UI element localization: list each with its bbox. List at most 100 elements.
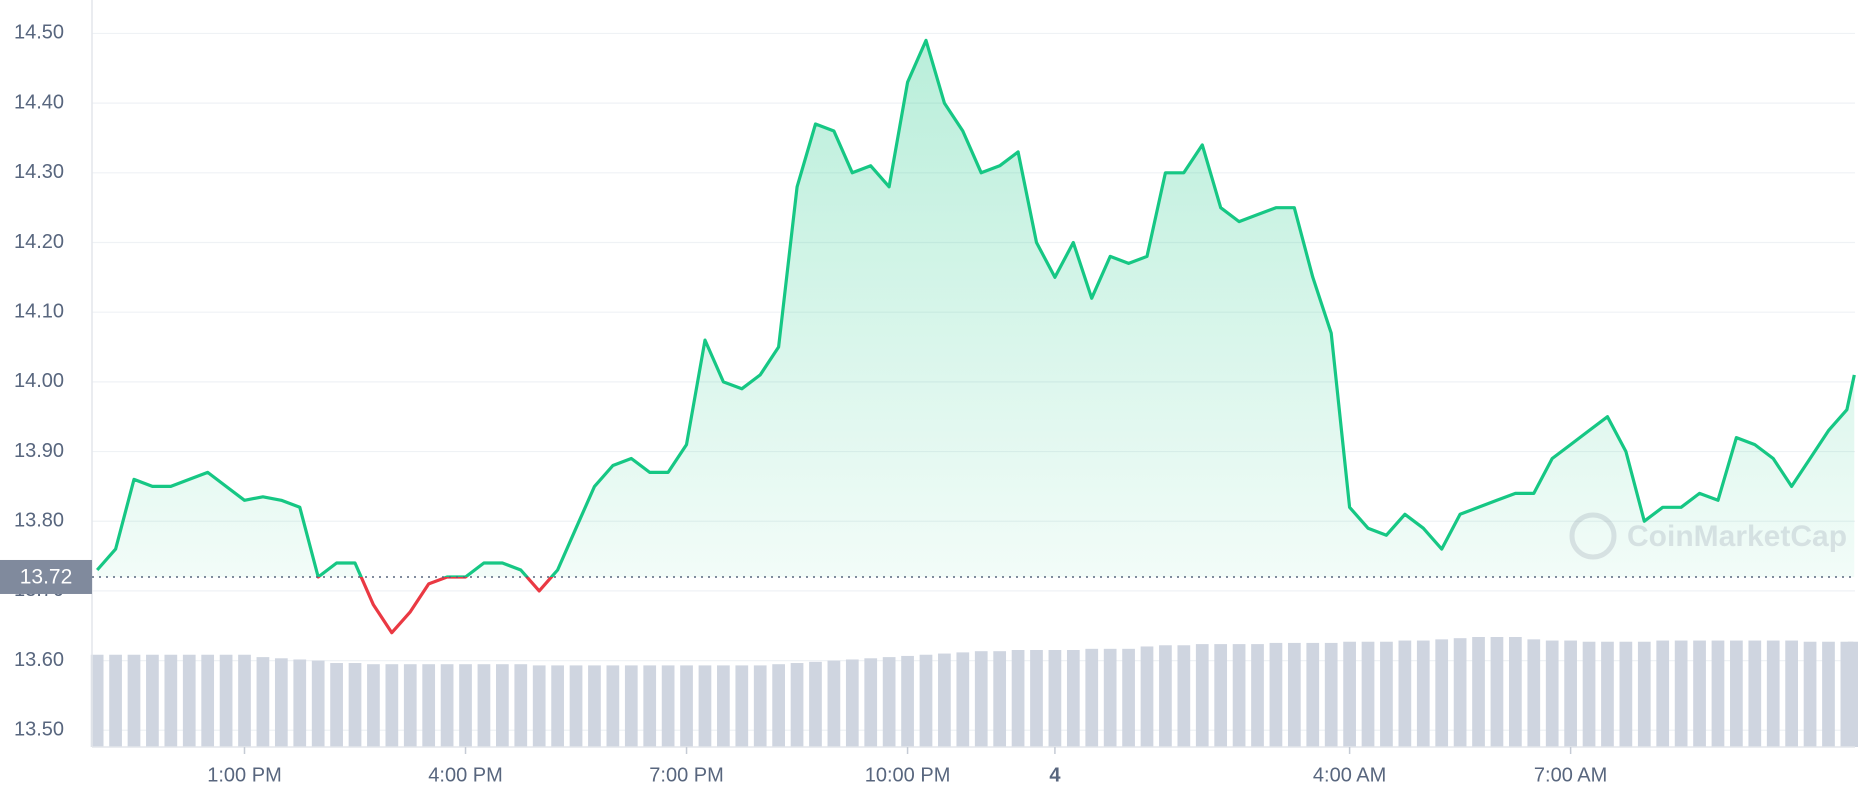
volume-bar — [256, 657, 270, 747]
volume-bar — [1490, 637, 1504, 747]
volume-bar — [90, 654, 104, 747]
volume-bar — [1619, 641, 1633, 747]
volume-bar — [403, 664, 417, 747]
volume-bar — [1416, 640, 1430, 747]
volume-bar — [311, 660, 325, 747]
volume-bar — [348, 663, 362, 747]
x-tick-label: 7:00 PM — [649, 764, 723, 786]
volume-bar — [1306, 642, 1320, 747]
volume-bar — [551, 665, 564, 747]
watermark: CoinMarketCap — [1569, 512, 1847, 560]
volume-bar — [901, 655, 914, 747]
volume-bar — [1214, 644, 1228, 747]
volume-bar — [845, 659, 859, 747]
volume-bar — [1122, 648, 1135, 747]
reference-label-box — [0, 559, 92, 594]
volume-bar — [1435, 639, 1449, 747]
volume-bar — [643, 665, 657, 747]
volume-bar — [1748, 640, 1762, 747]
volume-bar — [1343, 641, 1356, 747]
volume-bar — [385, 664, 399, 747]
volume-bar — [772, 664, 785, 747]
volume-bar — [1030, 650, 1043, 747]
volume-bar — [680, 665, 693, 747]
price-line-down — [316, 576, 554, 635]
volume-bar — [477, 664, 491, 747]
volume-bar — [1066, 650, 1080, 747]
volume-bar — [532, 665, 546, 747]
reference-label: 13.72 — [20, 566, 73, 589]
volume-bar — [238, 654, 251, 747]
volume-bar — [1287, 642, 1301, 747]
volume-bar — [330, 663, 343, 747]
volume-bar — [735, 665, 749, 747]
volume-bar — [1656, 640, 1670, 747]
volume-bar — [201, 654, 215, 747]
volume-bar — [1177, 645, 1191, 747]
volume-bar — [1453, 638, 1467, 747]
volume-bar — [146, 654, 159, 747]
volume-bar — [624, 665, 638, 747]
volume-bar — [864, 658, 878, 747]
volume-bar — [827, 660, 841, 747]
x-tick-label: 1:00 PM — [207, 764, 281, 786]
volume-bar — [1509, 637, 1522, 747]
volume-bar — [974, 651, 988, 747]
volume-bar — [809, 661, 822, 747]
volume-bar — [790, 663, 804, 747]
volume-bar — [219, 654, 233, 747]
volume-bar — [993, 651, 1007, 747]
volume-bar — [1601, 641, 1614, 747]
volume-bar — [1251, 644, 1264, 747]
volume-bar — [422, 664, 436, 747]
volume-bar — [1564, 640, 1577, 747]
volume-bar — [109, 654, 122, 747]
volume-bar — [1195, 644, 1209, 747]
volume-bar — [293, 659, 307, 747]
volume-bar — [514, 664, 528, 747]
volume-bar — [882, 657, 896, 747]
volume-bar — [182, 654, 196, 747]
volume-bar — [1822, 641, 1835, 747]
volume-bar — [1766, 640, 1780, 747]
volume-bar — [1269, 642, 1283, 747]
volume-bar — [164, 654, 178, 747]
y-tick-label: 14.10 — [14, 300, 64, 322]
volume-bar — [459, 664, 472, 747]
watermark-logo — [1569, 512, 1617, 560]
volume-bar — [1011, 650, 1025, 747]
x-tick-label: 4:00 PM — [428, 764, 502, 786]
volume-bar — [717, 665, 730, 747]
watermark-text: CoinMarketCap — [1627, 520, 1847, 553]
volume-bar — [1545, 640, 1559, 747]
volume-bar — [367, 664, 380, 747]
volume-bar — [1048, 650, 1062, 747]
volume-bar — [1582, 641, 1596, 747]
volume-bar — [1140, 646, 1154, 747]
volume-bar — [1527, 639, 1541, 747]
volume-bar — [1085, 648, 1099, 747]
volume-bar — [1730, 640, 1743, 747]
volume-bar — [1380, 641, 1393, 747]
volume-bar — [1785, 640, 1799, 747]
y-tick-label: 14.30 — [14, 161, 64, 183]
volume-bar — [1398, 640, 1412, 747]
volume-bar — [274, 658, 288, 747]
volume-bar — [588, 665, 601, 747]
y-tick-label: 14.50 — [14, 22, 64, 44]
price-line-up — [95, 38, 1856, 577]
volume-bar — [1847, 641, 1858, 747]
volume-bar — [606, 665, 620, 747]
volume-bar — [1472, 637, 1485, 747]
x-tick-label: 10:00 PM — [865, 764, 951, 786]
volume-bar — [938, 653, 951, 747]
volume-bar — [1159, 645, 1172, 747]
y-tick-label: 14.20 — [14, 231, 64, 253]
x-tick-label: 4 — [1049, 764, 1061, 786]
y-tick-label: 13.50 — [14, 719, 64, 741]
x-tick-label: 7:00 AM — [1534, 764, 1607, 786]
volume-bar — [1803, 641, 1817, 747]
volume-bar — [1324, 642, 1338, 747]
y-tick-label: 14.40 — [14, 91, 64, 113]
